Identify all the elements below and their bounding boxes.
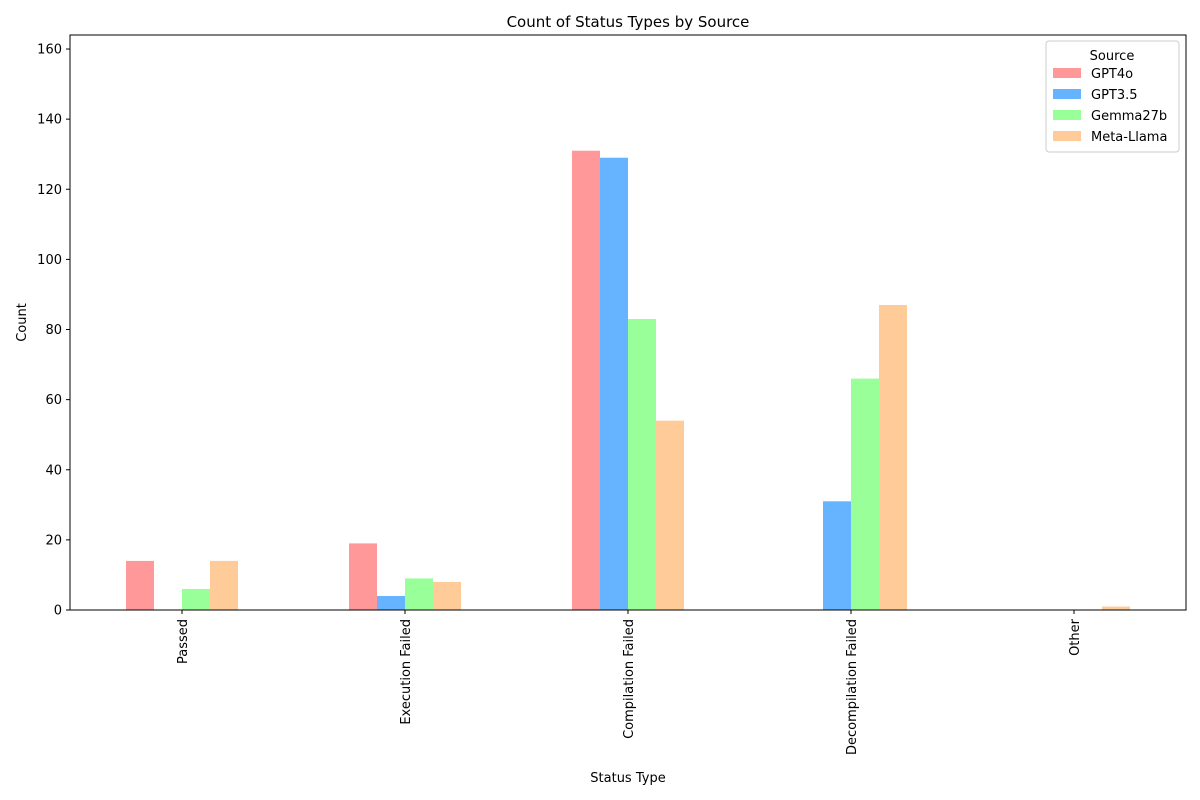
y-tick-label: 20 <box>45 533 62 548</box>
legend-label: GPT3.5 <box>1091 88 1138 103</box>
chart-title: Count of Status Types by Source <box>507 13 750 31</box>
bar-gpt4o-passed <box>126 560 154 610</box>
bar-gpt4o-execution-failed <box>349 543 377 610</box>
bar-gemma27b-compilation-failed <box>628 318 656 610</box>
y-tick-label: 60 <box>45 393 62 408</box>
y-tick-label: 80 <box>45 323 62 338</box>
y-tick-label: 160 <box>37 43 62 58</box>
legend: Source GPT4o GPT3.5 Gemma27b Meta-Llama <box>1045 40 1180 153</box>
x-axis-label: Status Type <box>590 771 665 786</box>
bar-gemma27b-execution-failed <box>405 578 433 610</box>
bar-gpt4o-compilation-failed <box>572 150 600 610</box>
y-tick-label: 120 <box>37 183 62 198</box>
y-axis-label: Count <box>15 303 30 342</box>
y-tick-label: 0 <box>54 604 62 619</box>
bar-meta-llama-execution-failed <box>433 581 461 610</box>
x-tick-label: Other <box>1068 618 1083 656</box>
bar-meta-llama-other <box>1102 606 1130 610</box>
x-tick-label: Passed <box>176 619 191 664</box>
y-tick-label: 40 <box>45 463 62 478</box>
bar-meta-llama-passed <box>210 560 238 610</box>
x-tick-label: Decompilation Failed <box>845 619 860 755</box>
bar-gpt3-5-decompilation-failed <box>823 501 851 610</box>
y-tick-label: 100 <box>37 253 62 268</box>
bar-gemma27b-decompilation-failed <box>851 378 879 610</box>
legend-label: GPT4o <box>1091 67 1133 82</box>
y-ticks-group: 0 20 40 60 80 100 120 140 160 <box>37 43 70 619</box>
bar-meta-llama-compilation-failed <box>656 420 684 610</box>
x-tick-label: Execution Failed <box>399 619 414 725</box>
bar-meta-llama-decompilation-failed <box>879 304 907 610</box>
y-tick-label: 140 <box>37 113 62 128</box>
plot-frame <box>69 34 1187 611</box>
legend-label: Gemma27b <box>1091 109 1167 124</box>
legend-swatch <box>1053 89 1081 99</box>
legend-swatch <box>1053 131 1081 141</box>
bars-group <box>126 150 1130 610</box>
bar-gpt3-5-execution-failed <box>377 595 405 610</box>
x-ticks-group: Passed Execution Failed Compilation Failed… <box>176 610 1083 755</box>
bar-gpt3-5-compilation-failed <box>600 157 628 610</box>
legend-label: Meta-Llama <box>1091 130 1167 145</box>
legend-swatch <box>1053 110 1081 120</box>
legend-swatch <box>1053 68 1081 78</box>
legend-title: Source <box>1090 49 1135 64</box>
x-tick-label: Compilation Failed <box>622 619 637 739</box>
bar-gemma27b-passed <box>182 588 210 610</box>
